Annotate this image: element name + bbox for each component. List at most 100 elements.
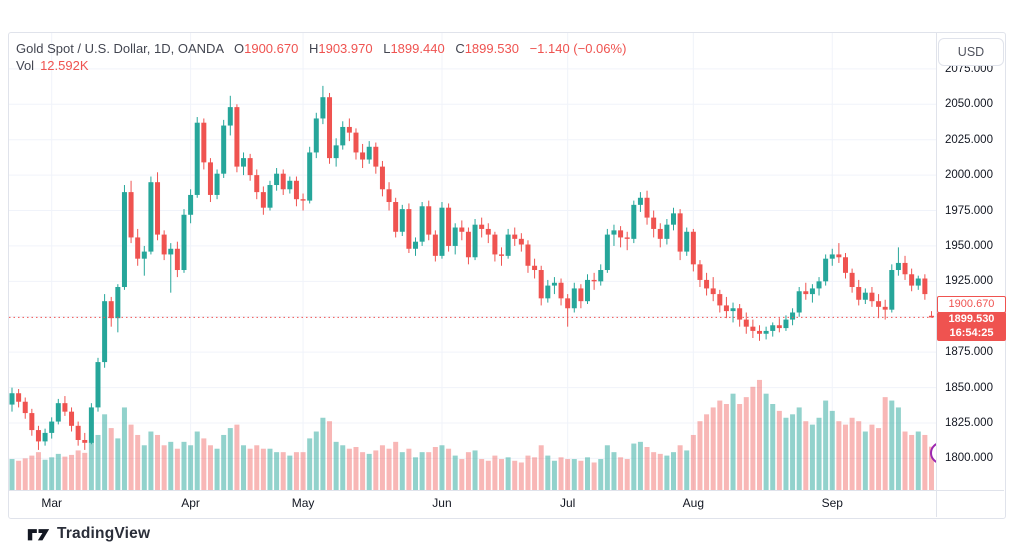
volume-bar (360, 452, 366, 490)
countdown-timer: 16:54:25 (949, 326, 994, 339)
volume-bar (518, 462, 524, 490)
volume-bar (558, 457, 564, 490)
volume-bar (293, 452, 299, 490)
volume-bar (525, 455, 531, 490)
candle-body (512, 234, 518, 239)
candle-body (485, 228, 491, 235)
candle-body (75, 425, 81, 440)
candle-body (207, 162, 213, 195)
price-tick-label: 2025.000 (945, 133, 993, 146)
volume-bar (671, 452, 676, 490)
volume-bar (16, 460, 22, 490)
candle-body (882, 306, 888, 310)
tradingview-attribution-link[interactable]: TradingView (27, 521, 150, 547)
candle-body (214, 173, 220, 195)
candle-body (254, 175, 260, 193)
candle-body (723, 305, 729, 312)
volume-bar (512, 460, 518, 490)
low-label: L (383, 41, 391, 56)
volume-bar (710, 407, 716, 490)
volume-bar (214, 448, 220, 490)
time-axis[interactable]: Mar Apr May Jun Jul Aug Sep (0, 490, 1012, 517)
candle-body (651, 217, 657, 229)
volume-bar (327, 421, 333, 490)
candle-body (188, 194, 194, 215)
volume-bar (585, 457, 591, 490)
candle-body (293, 180, 299, 200)
candle-body (578, 288, 584, 302)
price-axis-separator (936, 32, 937, 517)
volume-bar (578, 460, 584, 490)
candle-body (386, 189, 392, 203)
volume-bar (750, 386, 756, 490)
candle-body (280, 173, 286, 190)
volume-bar (241, 445, 247, 490)
event-marker-circle[interactable] (930, 443, 936, 463)
symbol-title[interactable]: Gold Spot / U.S. Dollar, 1D, OANDA (16, 41, 224, 56)
candle-body (922, 278, 928, 295)
candle-body (399, 209, 405, 232)
price-tick-label: 1975.000 (945, 204, 993, 217)
volume-bar (776, 410, 782, 490)
volume-bar (201, 438, 207, 490)
volume-bar (135, 434, 141, 490)
candle-body (796, 291, 802, 313)
last-price-value: 1899.530 (948, 313, 995, 325)
volume-bar (320, 417, 326, 490)
volume-bar (876, 428, 882, 490)
candle-body (155, 182, 161, 235)
candle-body (545, 285, 551, 299)
candle-body (664, 224, 670, 239)
volume-bar (69, 454, 75, 490)
currency-button[interactable]: USD (938, 38, 1004, 66)
candlestick-chart[interactable] (0, 0, 936, 490)
volume-bar (42, 459, 48, 490)
candle-body (671, 213, 676, 225)
price-axis[interactable]: 2075.000 2050.000 2025.000 2000.000 1975.000… (936, 0, 1012, 517)
candle-body (29, 413, 35, 431)
volume-bar (313, 431, 319, 490)
volume-bar (267, 448, 273, 490)
candle-body (234, 107, 240, 167)
open-value: 1900.670 (244, 41, 299, 56)
candle-body (346, 126, 352, 133)
high-label: H (308, 41, 319, 56)
volume-bar (624, 459, 630, 490)
volume-bar (432, 447, 438, 490)
candle-body (862, 292, 868, 300)
candle-body (320, 97, 326, 119)
candle-body (194, 122, 200, 195)
candle-body (611, 230, 617, 235)
price-tick-label: 1825.000 (945, 416, 993, 429)
volume-bar (115, 438, 121, 490)
volume-bar (287, 455, 293, 490)
candle-body (928, 315, 934, 318)
candle-body (307, 152, 313, 201)
volume-bar (889, 400, 895, 490)
volume-bar (9, 459, 15, 490)
candle-body (631, 204, 637, 239)
candle-body (446, 207, 452, 246)
volume-bar (717, 400, 723, 490)
volume-bar (49, 457, 55, 490)
candle-body (803, 291, 809, 295)
volume-bar (307, 438, 313, 490)
price-tick-label: 1875.000 (945, 346, 993, 359)
volume-bar (419, 452, 425, 490)
candle-body (895, 262, 901, 271)
volume-bar (181, 441, 187, 490)
candle-body (406, 209, 412, 249)
volume-bar (895, 407, 901, 490)
volume-bar (565, 459, 571, 490)
volume-bar (842, 424, 848, 490)
candle-body (618, 230, 624, 238)
candle-body (141, 251, 147, 259)
volume-bar (29, 455, 35, 490)
volume-bar (247, 448, 253, 490)
volume-bar (485, 460, 491, 490)
tradingview-logo-icon (27, 528, 50, 540)
volume-bar (75, 450, 81, 490)
candle-body (49, 421, 55, 433)
volume-bar (856, 421, 862, 490)
